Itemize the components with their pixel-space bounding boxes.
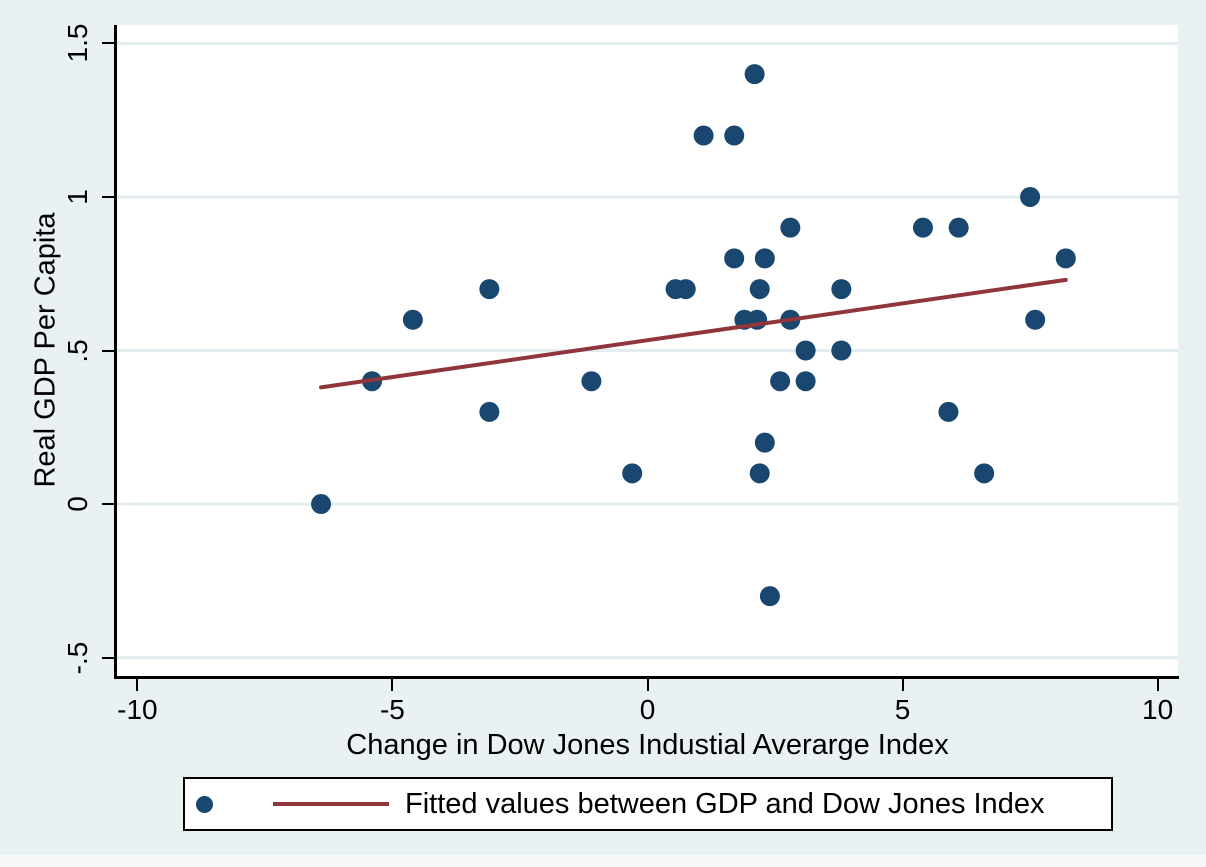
scatter-point xyxy=(693,125,714,146)
x-axis-title: Change in Dow Jones Industial Averarge I… xyxy=(346,729,949,761)
x-tick-mark xyxy=(901,679,904,691)
x-tick-mark xyxy=(646,679,649,691)
legend-label: Fitted values between GDP and Dow Jones … xyxy=(405,787,1045,820)
scatter-point xyxy=(831,340,852,361)
y-tick-label: 0 xyxy=(62,496,93,512)
window-bottom-strip xyxy=(0,855,1206,867)
x-tick-mark xyxy=(1156,679,1159,691)
x-tick-label: 5 xyxy=(894,694,911,725)
y-tick-mark xyxy=(102,503,114,506)
scatter-point xyxy=(622,463,643,484)
scatter-point xyxy=(749,279,770,300)
x-tick-label: -10 xyxy=(117,694,158,725)
scatter-point xyxy=(675,279,696,300)
scatter-point xyxy=(744,64,765,85)
scatter-point xyxy=(1055,248,1076,269)
y-tick-label: 1.5 xyxy=(62,23,93,63)
scatter-point xyxy=(1025,309,1046,330)
scatter-point xyxy=(795,340,816,361)
scatter-point xyxy=(479,401,500,422)
scatter-point xyxy=(770,371,791,392)
scatter-point xyxy=(479,279,500,300)
plot-svg xyxy=(117,41,1178,660)
x-axis-line xyxy=(114,676,1179,679)
legend-fitted-line-icon xyxy=(273,802,389,806)
y-tick-label: -.5 xyxy=(62,641,93,674)
scatter-point xyxy=(938,401,959,422)
y-tick-mark xyxy=(102,349,114,352)
x-tick-label: 10 xyxy=(1142,694,1174,725)
fitted-line xyxy=(319,277,1068,390)
scatter-point xyxy=(581,371,602,392)
y-tick-mark xyxy=(102,656,114,659)
scatter-point xyxy=(311,494,332,515)
scatter-point xyxy=(1020,186,1041,207)
y-axis-title: Real GDP Per Capita xyxy=(29,212,62,488)
legend-scatter-marker-icon xyxy=(196,795,213,813)
x-tick-mark xyxy=(136,679,139,691)
legend: Fitted values between GDP and Dow Jones … xyxy=(183,777,1113,831)
scatter-point xyxy=(749,463,770,484)
scatter-point xyxy=(724,125,745,146)
y-tick-mark xyxy=(102,195,114,198)
y-tick-label: .5 xyxy=(62,338,93,363)
plot-area xyxy=(117,25,1178,676)
scatter-point xyxy=(754,248,775,269)
y-tick-mark xyxy=(102,42,114,45)
y-tick-label: 1 xyxy=(62,189,93,205)
scatter-point xyxy=(724,248,745,269)
x-tick-label: -5 xyxy=(379,694,405,725)
y-axis-line xyxy=(114,25,117,679)
scatter-point xyxy=(912,217,933,238)
scatter-point xyxy=(402,309,423,330)
scatter-point xyxy=(754,432,775,453)
x-tick-mark xyxy=(391,679,394,691)
scatter-point xyxy=(974,463,995,484)
scatter-point xyxy=(795,371,816,392)
scatter-point xyxy=(948,217,969,238)
x-tick-label: 0 xyxy=(639,694,656,725)
scatter-point xyxy=(759,586,780,607)
scatter-point xyxy=(831,279,852,300)
scatter-point xyxy=(780,217,801,238)
